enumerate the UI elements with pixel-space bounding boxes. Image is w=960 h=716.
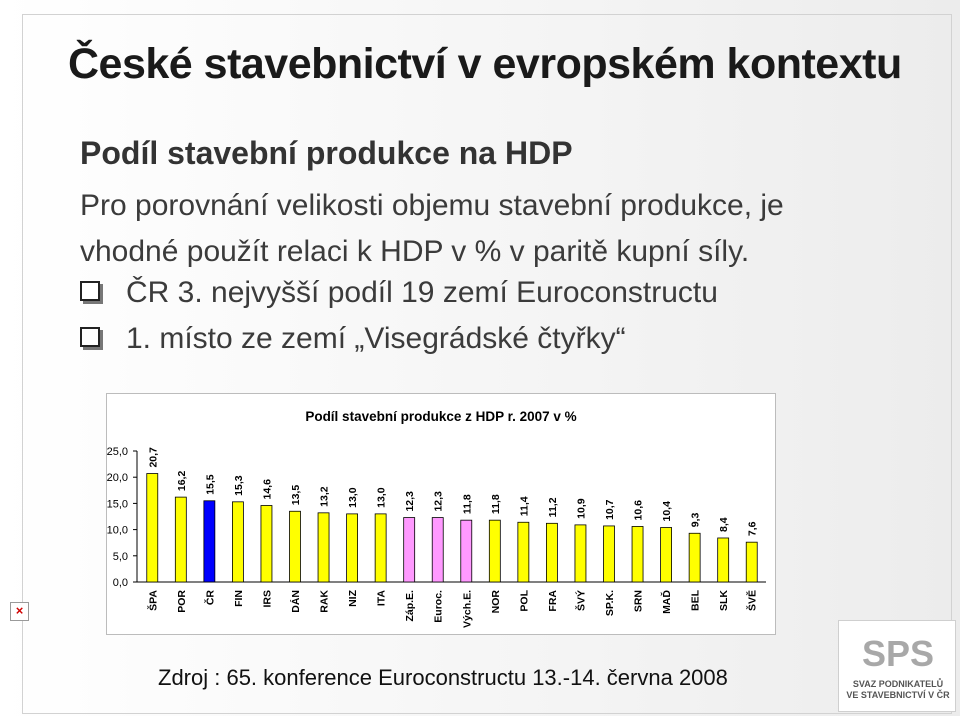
data-label: 11,8 — [490, 494, 502, 514]
bullet-item: ČR 3. nejvyšší podíl 19 zemí Euroconstru… — [80, 270, 718, 316]
data-label: 14,6 — [261, 479, 273, 500]
x-tick-label: MAĎ — [660, 590, 673, 614]
x-tick-label: Záp.E. — [404, 590, 416, 622]
x-tick-label: IRS — [261, 590, 273, 608]
data-label: 7,6 — [747, 521, 759, 536]
logo-caption: SVAZ PODNIKATELŮ VE STAVEBNICTVÍ V ČR — [846, 679, 950, 700]
data-label: 12,3 — [433, 491, 445, 512]
bar — [203, 500, 216, 583]
chart-area — [106, 393, 776, 635]
data-label: 11,2 — [547, 497, 559, 517]
slide-title: České stavebnictví v evropském kontextu — [68, 40, 902, 88]
x-tick-label: POR — [176, 590, 188, 613]
x-tick-label: SRN — [633, 590, 645, 612]
source-note: Zdroj : 65. konference Euroconstructu 13… — [158, 665, 728, 690]
checkbox-bullet-icon — [80, 281, 100, 301]
bar — [317, 512, 330, 583]
bar — [146, 473, 159, 583]
data-label: 13,0 — [347, 487, 359, 508]
x-tick-label: FRA — [547, 590, 559, 612]
bar — [488, 519, 501, 583]
bar — [517, 521, 530, 583]
bullet-text: ČR 3. nejvyšší podíl 19 zemí Euroconstru… — [126, 276, 718, 309]
y-tick-label: 5,0 — [113, 551, 128, 563]
x-tick-label: ŠVÝ — [574, 590, 587, 611]
data-label: 10,9 — [575, 498, 587, 519]
data-label: 20,7 — [147, 447, 159, 468]
data-label: 15,3 — [233, 475, 245, 496]
bar — [717, 537, 730, 583]
bar — [546, 522, 558, 583]
data-label: 10,6 — [633, 500, 645, 521]
bar — [460, 519, 473, 583]
chart-title: Podíl stavební produkce z HDP r. 2007 v … — [305, 409, 576, 424]
bar — [574, 524, 587, 583]
data-label: 8,4 — [718, 517, 730, 532]
x-tick-label: RAK — [319, 590, 331, 613]
data-label: 11,8 — [461, 494, 473, 514]
data-label: 13,5 — [290, 485, 302, 506]
bar — [403, 517, 416, 583]
bullet-item: 1. místo ze zemí „Visegrádské čtyřky“ — [80, 316, 626, 362]
x-tick-label: Euroc. — [433, 590, 445, 623]
x-tick-label: FIN — [233, 590, 245, 607]
x-tick-label: ITA — [376, 590, 388, 607]
broken-image-icon: × — [10, 602, 29, 621]
subheading: Podíl stavební produkce na HDP — [80, 135, 573, 171]
y-tick-label: 25,0 — [107, 446, 128, 458]
sps-logo-icon: SPS — [847, 633, 947, 674]
bar — [631, 526, 644, 583]
bar — [745, 541, 758, 583]
x-tick-label: DÁN — [289, 590, 302, 613]
bar — [374, 513, 387, 583]
x-tick-label: POL — [518, 589, 530, 611]
intro-paragraph: Pro porovnání velikosti objemu stavební … — [80, 189, 784, 268]
data-label: 13,0 — [376, 487, 388, 508]
svg-text:SPS: SPS — [862, 633, 934, 674]
y-tick-label: 20,0 — [107, 472, 128, 484]
data-label: 10,7 — [604, 499, 616, 520]
bar — [346, 513, 358, 583]
x-tick-label: BEL — [690, 589, 702, 611]
checkbox-bullet-icon — [80, 327, 100, 347]
x-tick-label: ČR — [203, 590, 216, 606]
bar — [260, 505, 273, 583]
y-tick-label: 10,0 — [107, 525, 128, 537]
data-label: 12,3 — [404, 491, 416, 512]
data-label: 13,2 — [319, 486, 331, 507]
bar — [660, 527, 672, 583]
data-label: 10,4 — [661, 501, 673, 522]
data-label: 16,2 — [176, 471, 188, 492]
x-tick-label: ŠPA — [146, 590, 159, 611]
x-tick-label: SLK — [718, 590, 730, 611]
data-label: 15,5 — [204, 474, 216, 495]
x-tick-label: NOR — [490, 590, 502, 614]
sps-logo: SPS SVAZ PODNIKATELŮ VE STAVEBNICTVÍ V Č… — [838, 620, 956, 712]
x-tick-label: NIZ — [347, 589, 359, 607]
bar — [174, 496, 187, 583]
data-label: 9,3 — [690, 513, 702, 528]
slide-frame — [22, 14, 952, 714]
y-tick-label: 0,0 — [113, 577, 128, 589]
bar — [431, 517, 444, 583]
y-tick-label: 15,0 — [107, 498, 128, 510]
x-tick-label: Vých.E. — [461, 590, 473, 628]
x-tick-label: ŠVĚ — [746, 590, 759, 611]
bullet-text: 1. místo ze zemí „Visegrádské čtyřky“ — [126, 322, 626, 355]
data-label: 11,4 — [518, 496, 530, 516]
bar — [603, 525, 615, 583]
x-tick-label: SP.K. — [604, 590, 616, 616]
bar — [232, 501, 244, 583]
bar — [289, 510, 301, 583]
bar — [688, 532, 701, 583]
